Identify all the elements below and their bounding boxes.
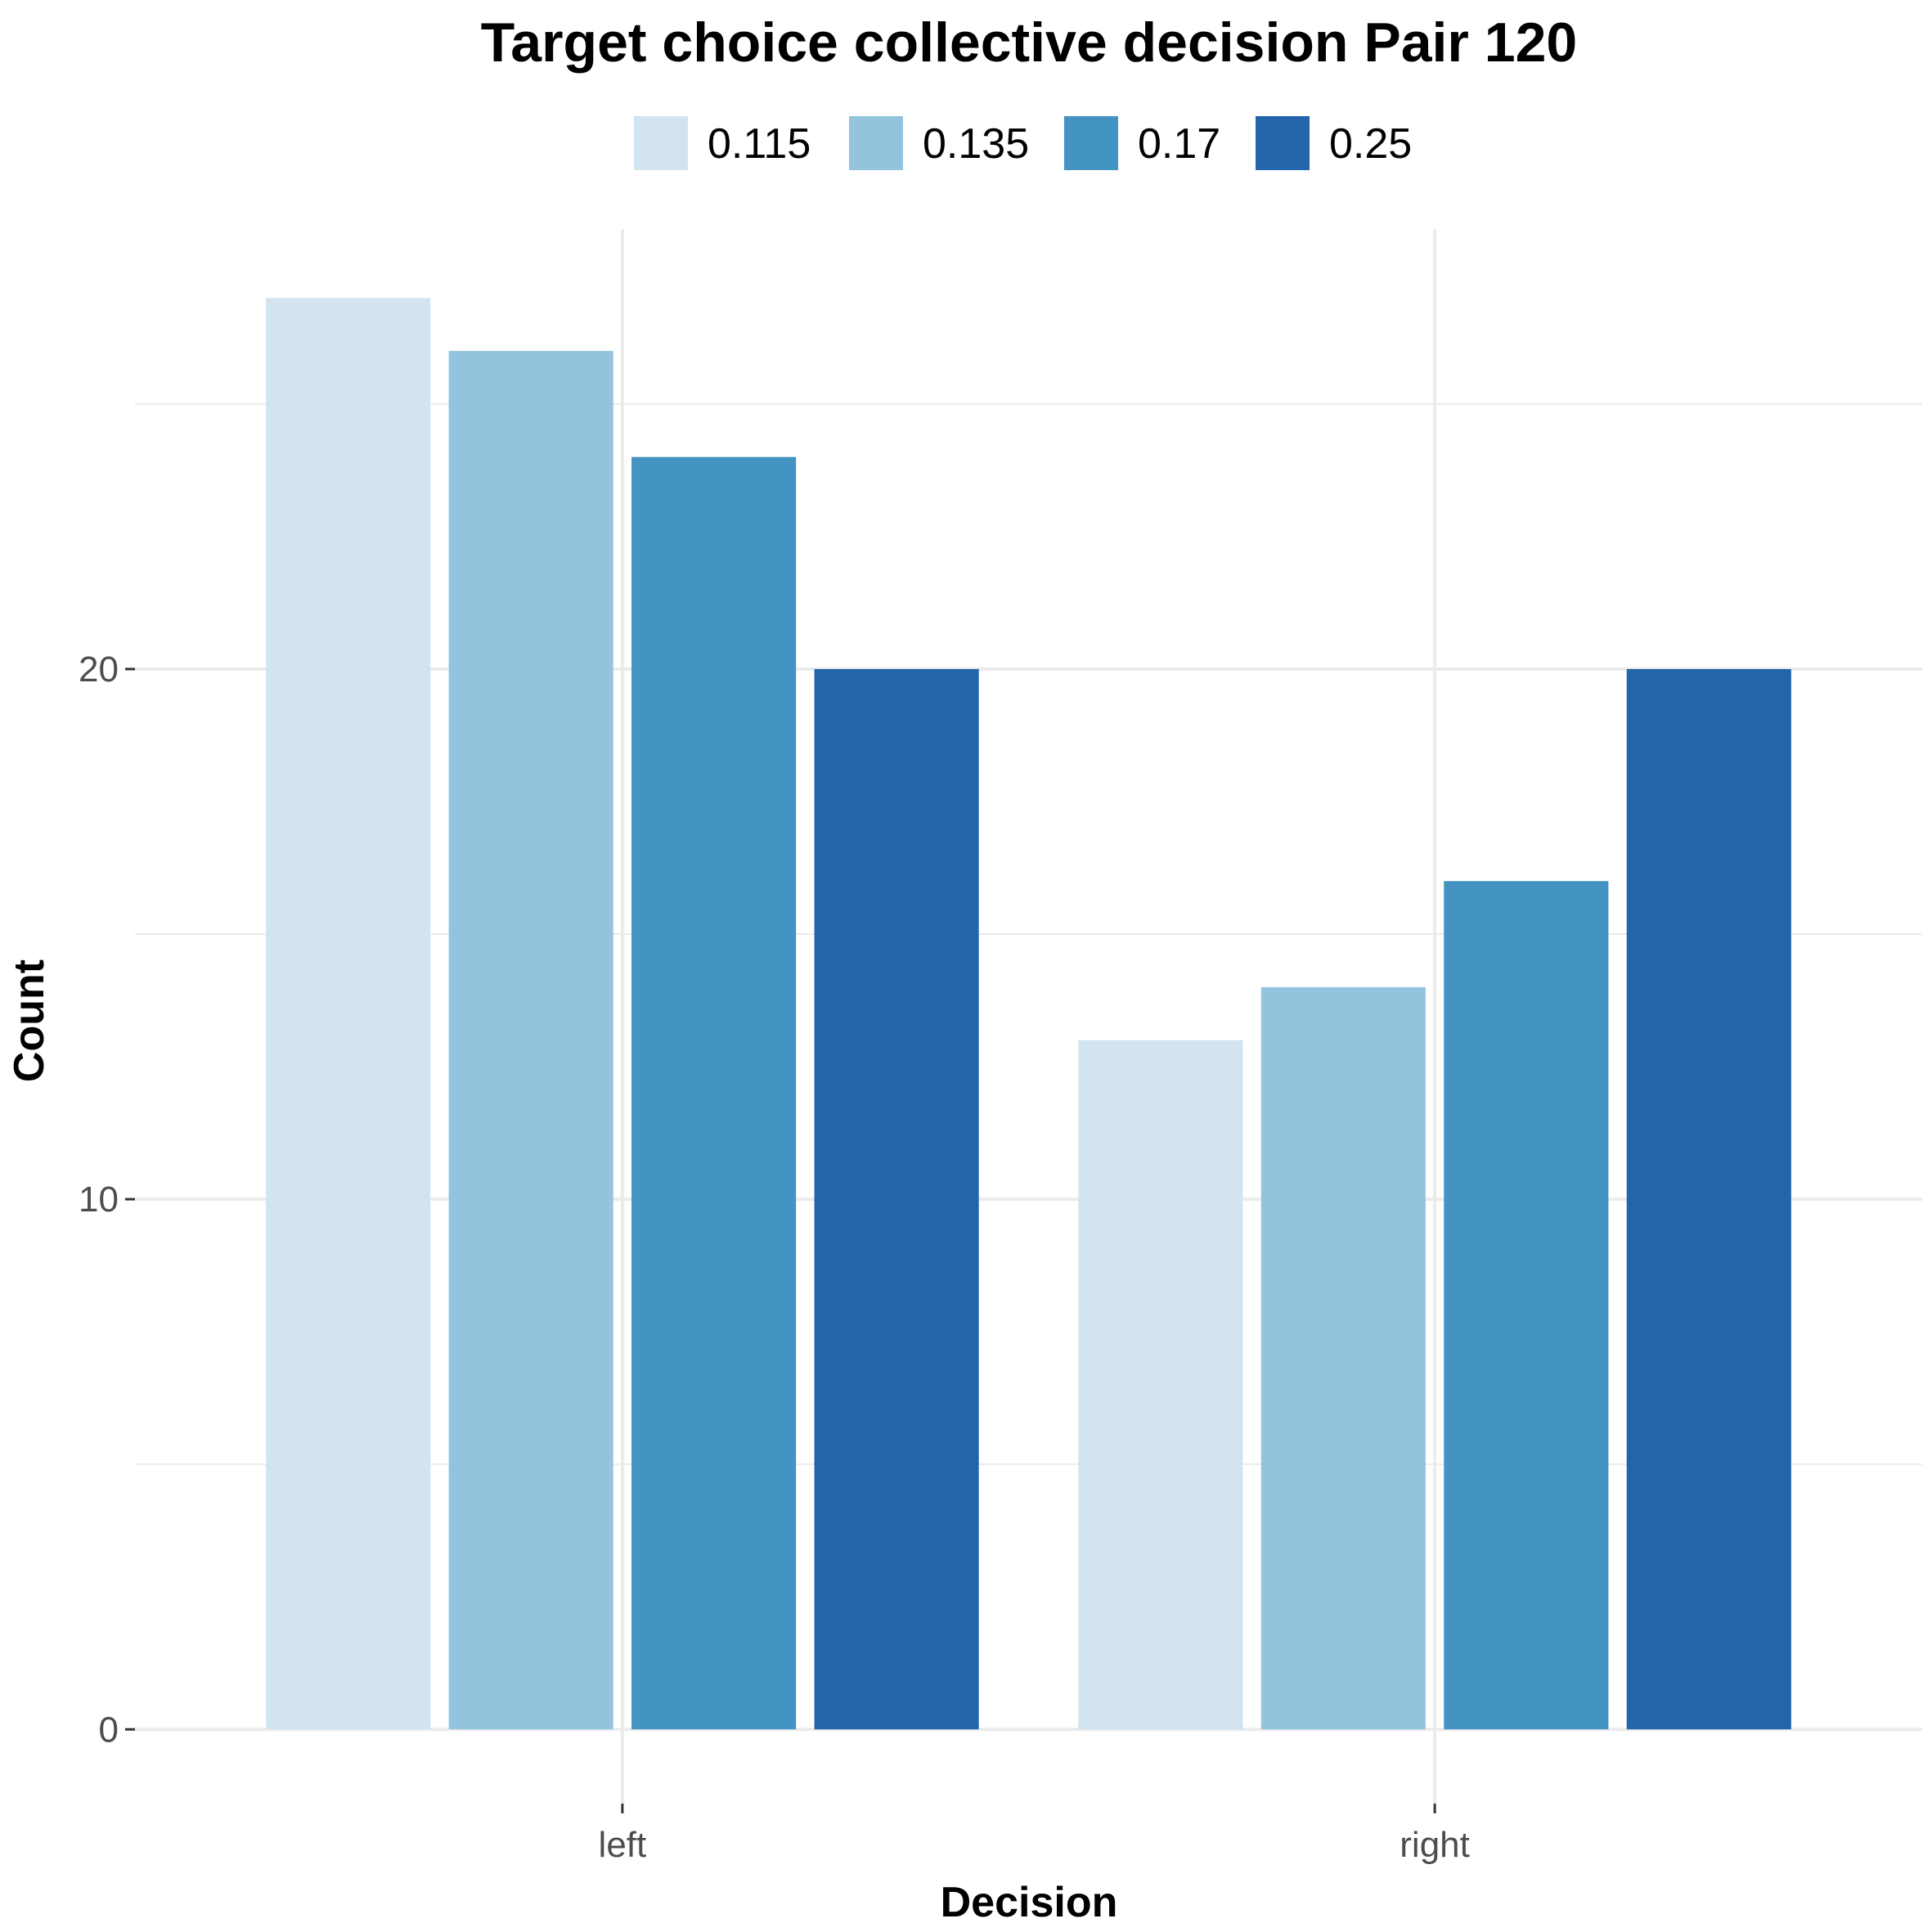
x-tick-label-right: right [1400, 1825, 1470, 1865]
legend-label: 0.17 [1138, 120, 1220, 168]
legend-item-0_17: 0.17 [1064, 116, 1220, 170]
bar-right-0_17 [1444, 881, 1609, 1730]
bar-left-0_135 [448, 351, 613, 1730]
y-tick-label: 0 [99, 1710, 119, 1750]
x-axis: left right [599, 1804, 1470, 1865]
y-tick-label: 20 [79, 649, 119, 690]
gridlines [135, 229, 1922, 1804]
legend-key [1256, 116, 1310, 170]
legend-key [1064, 116, 1118, 170]
y-axis-title: Count [6, 959, 53, 1082]
legend-item-0_115: 0.115 [634, 116, 811, 170]
y-tick-label: 10 [79, 1179, 119, 1220]
bar-left-0_17 [631, 456, 797, 1730]
legend-label: 0.115 [708, 120, 811, 168]
bar-left-0_25 [814, 668, 979, 1730]
legend-item-0_135: 0.135 [849, 116, 1029, 170]
legend: 0.115 0.135 0.17 0.25 [634, 116, 1412, 170]
legend-key [849, 116, 903, 170]
y-axis: 0 10 20 [79, 649, 135, 1750]
bar-left-0_115 [266, 298, 431, 1730]
legend-item-0_25: 0.25 [1256, 116, 1412, 170]
x-axis-title: Decision [941, 1879, 1118, 1926]
legend-label: 0.135 [923, 120, 1029, 168]
x-tick-label-left: left [599, 1825, 647, 1865]
bar-right-0_25 [1626, 668, 1791, 1730]
bar-right-0_115 [1078, 1040, 1243, 1730]
bar-right-0_135 [1260, 986, 1426, 1730]
legend-key [634, 116, 688, 170]
legend-label: 0.25 [1329, 120, 1412, 168]
bars [266, 298, 1791, 1730]
chart-title: Target choice collective decision Pair 1… [481, 11, 1577, 74]
